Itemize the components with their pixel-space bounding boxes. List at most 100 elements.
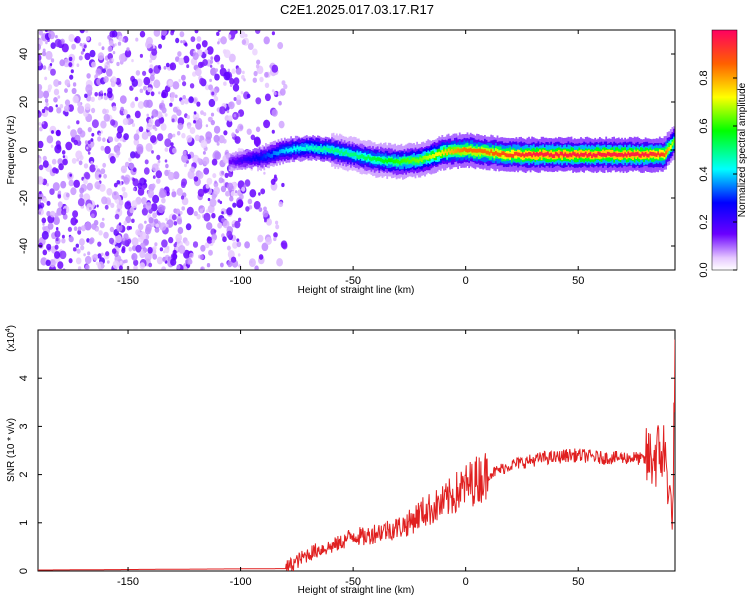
ridge-cell [561, 151, 563, 156]
noise-blob [44, 76, 48, 81]
noise-blob [68, 235, 74, 243]
noise-blob [181, 74, 186, 81]
noise-blob [204, 84, 210, 91]
noise-blob [135, 244, 142, 253]
noise-blob [271, 64, 279, 73]
noise-blob [68, 258, 73, 264]
noise-blob [145, 223, 152, 232]
noise-blob [227, 34, 232, 39]
noise-blob [111, 191, 119, 200]
noise-blob [146, 99, 153, 109]
ridge-cell [655, 153, 658, 157]
ridge-cell [408, 160, 411, 164]
ridge-cell [441, 149, 444, 154]
noise-blob [181, 206, 185, 211]
noise-blob [122, 118, 129, 126]
noise-blob [115, 234, 122, 244]
noise-blob [178, 57, 185, 66]
ridge-cell [610, 153, 612, 157]
ridge-cell [329, 149, 332, 153]
noise-blob [124, 259, 128, 264]
colorbar-ticks: 0.0 0.2 0.4 0.6 0.8 [698, 70, 737, 278]
ridge-cell [465, 148, 467, 152]
y-tick-label: 4 [18, 375, 30, 381]
noise-blob [143, 76, 151, 86]
noise-blob [73, 139, 79, 146]
ridge-cell [376, 157, 379, 161]
noise-blob [211, 91, 215, 96]
noise-blob [133, 133, 140, 141]
noise-blob [249, 189, 257, 198]
ridge-cell [573, 152, 576, 156]
ridge-cell [380, 157, 382, 162]
noise-blob [45, 41, 48, 45]
noise-blob [250, 134, 256, 141]
ridge-cell [356, 150, 359, 159]
ridge-cell [454, 149, 456, 153]
colorbar-tick-label: 0.2 [698, 214, 710, 229]
noise-blob [153, 79, 161, 89]
noise-blob [214, 86, 220, 94]
noise-blob [252, 77, 257, 83]
noise-blob [53, 88, 60, 96]
noise-blob [148, 217, 154, 224]
ridge-cell [238, 158, 240, 163]
noise-blob [214, 180, 217, 184]
noise-blob [133, 138, 140, 146]
noise-blob [271, 31, 275, 36]
noise-blob [128, 226, 132, 230]
noise-blob [155, 170, 162, 179]
noise-blob [252, 48, 258, 56]
ridge-cell [446, 151, 448, 156]
noise-blob [135, 229, 141, 236]
ridge-cell [510, 153, 513, 158]
noise-blob [221, 170, 225, 175]
y-tick-label: 2 [18, 472, 30, 478]
noise-blob [244, 241, 251, 249]
noise-blob [183, 55, 190, 64]
ridge-cell [301, 147, 303, 151]
ridge-cell [553, 154, 556, 158]
noise-blob [64, 105, 70, 113]
noise-blob [223, 130, 228, 136]
noise-blob [76, 120, 80, 125]
ridge-cell [463, 147, 466, 151]
noise-blob [101, 46, 105, 51]
noise-blob [46, 135, 54, 144]
ridge-cell [619, 153, 622, 157]
ridge-cell [469, 147, 472, 152]
noise-blob [208, 249, 213, 256]
ridge-cell [268, 153, 270, 157]
noise-blob [78, 55, 83, 61]
ridge-cell [391, 158, 393, 163]
ridge-cell [318, 146, 321, 150]
noise-blob [116, 150, 121, 156]
ridge-cell [348, 153, 351, 158]
noise-blob [41, 230, 49, 240]
ridge-cell [616, 153, 619, 158]
noise-blob [38, 157, 42, 164]
noise-blob [226, 245, 231, 251]
ridge-cell [640, 153, 642, 158]
noise-blob [132, 177, 136, 182]
noise-blob [134, 96, 139, 102]
noise-blob [57, 190, 62, 195]
noise-blob [233, 77, 240, 85]
noise-blob [185, 240, 190, 246]
noise-blob [190, 166, 196, 173]
noise-blob [151, 48, 158, 56]
noise-blob [280, 240, 288, 249]
noise-blob [227, 115, 233, 122]
noise-blob [42, 65, 47, 70]
ridge-cell [283, 149, 286, 154]
ridge-cell [597, 151, 600, 156]
noise-blob [120, 106, 124, 112]
noise-blob [77, 198, 85, 207]
noise-blob [230, 190, 236, 197]
noise-blob [84, 172, 91, 180]
ridge-cell [537, 153, 540, 157]
noise-blob [73, 179, 80, 188]
noise-blob [134, 110, 141, 119]
noise-blob [133, 259, 139, 266]
ridge-cell [337, 149, 340, 153]
